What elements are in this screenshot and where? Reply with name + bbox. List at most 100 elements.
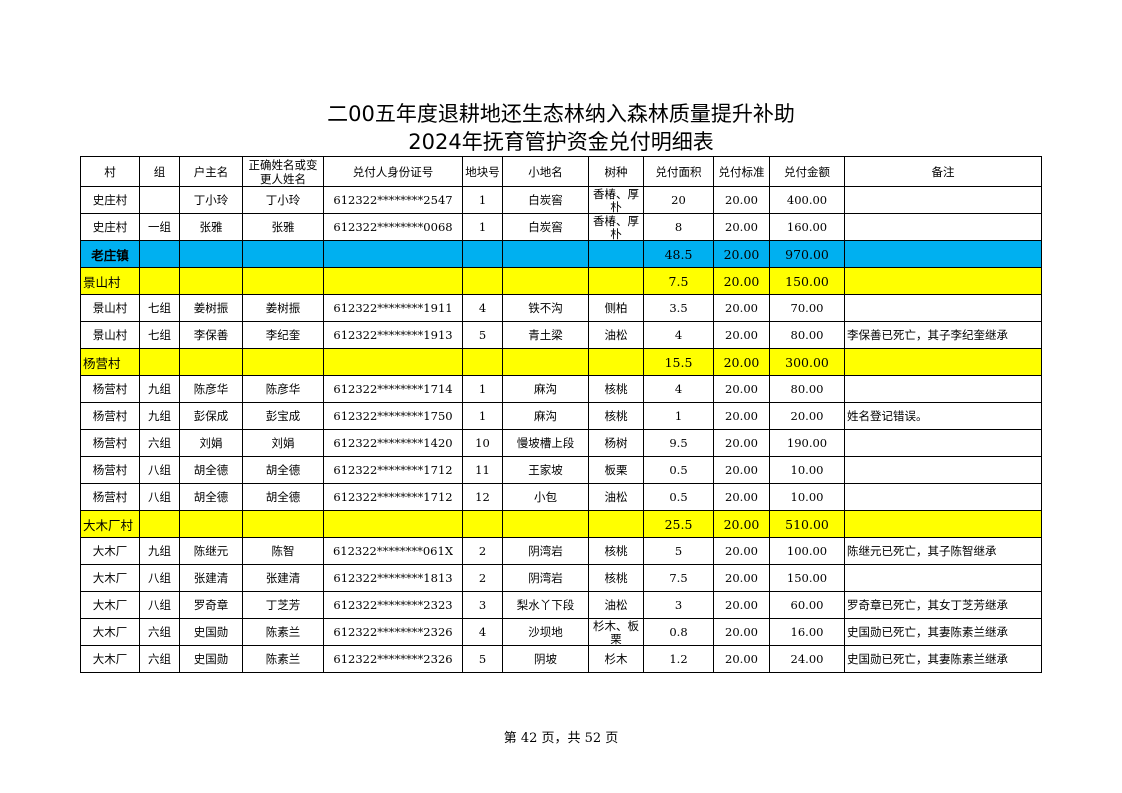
document-title-line2: 2024年抚育管护资金兑付明细表 <box>408 130 714 154</box>
cell-area: 4 <box>643 375 714 403</box>
cell-village: 景山村 <box>80 294 140 322</box>
cell-place-name: 沙坝地 <box>502 618 589 646</box>
cell-group <box>139 510 180 538</box>
cell-plot-number: 12 <box>462 483 503 511</box>
cell-id-number: 612322********1913 <box>323 321 463 349</box>
cell-id-number: 612322********1712 <box>323 483 463 511</box>
cell-place-name: 白炭窖 <box>502 186 589 214</box>
cell-area: 8 <box>643 213 714 241</box>
cell-household-head: 陈彦华 <box>179 375 243 403</box>
cell-tree-species: 油松 <box>588 483 644 511</box>
cell-household-head: 胡全德 <box>179 483 243 511</box>
cell-area: 3.5 <box>643 294 714 322</box>
table-row: 杨营村 八组 胡全德 胡全德 612322********1712 12 小包 油松 0.5 20… <box>80 483 1042 511</box>
cell-correct-name: 姜树振 <box>242 294 324 322</box>
cell-group: 九组 <box>139 402 180 430</box>
cell-id-number: 612322********2547 <box>323 186 463 214</box>
cell-tree-species: 板栗 <box>588 456 644 484</box>
document-title-line1: 二00五年度退耕地还生态林纳入森林质量提升补助 <box>327 102 795 126</box>
cell-area: 1.2 <box>643 645 714 673</box>
cell-correct-name: 陈素兰 <box>242 645 324 673</box>
cell-place-name: 王家坡 <box>502 456 589 484</box>
cell-correct-name <box>242 510 324 538</box>
cell-village: 杨营村 <box>80 402 140 430</box>
table-row: 大木厂 八组 张建清 张建清 612322********1813 2 阴湾岩 核桃 7.5 20… <box>80 564 1042 592</box>
cell-group: 八组 <box>139 483 180 511</box>
cell-plot-number: 10 <box>462 429 503 457</box>
cell-tree-species: 核桃 <box>588 402 644 430</box>
cell-amount: 16.00 <box>769 618 845 646</box>
table-row: 史庄村 丁小玲 丁小玲 612322********2547 1 白炭窖 香椿、厚朴 20 20… <box>80 186 1042 214</box>
header-plot-number: 地块号 <box>462 156 503 187</box>
cell-standard: 20.00 <box>713 348 770 376</box>
cell-tree-species: 侧柏 <box>588 294 644 322</box>
cell-id-number: 612322********0068 <box>323 213 463 241</box>
cell-id-number: 612322********1750 <box>323 402 463 430</box>
cell-standard: 20.00 <box>713 537 770 565</box>
cell-area: 7.5 <box>643 564 714 592</box>
cell-remarks <box>844 240 1042 268</box>
cell-amount: 10.00 <box>769 483 845 511</box>
cell-plot-number <box>462 267 503 295</box>
cell-amount: 20.00 <box>769 402 845 430</box>
cell-remarks: 李保善已死亡，其子李纪奎继承 <box>844 321 1042 349</box>
cell-area: 5 <box>643 537 714 565</box>
cell-correct-name: 李纪奎 <box>242 321 324 349</box>
cell-correct-name: 胡全德 <box>242 483 324 511</box>
cell-village: 杨营村 <box>80 375 140 403</box>
cell-remarks <box>844 186 1042 214</box>
cell-standard: 20.00 <box>713 483 770 511</box>
cell-place-name: 阴湾岩 <box>502 564 589 592</box>
cell-plot-number: 1 <box>462 402 503 430</box>
cell-plot-number: 5 <box>462 321 503 349</box>
cell-id-number: 612322********2326 <box>323 618 463 646</box>
cell-village: 老庄镇 <box>80 240 140 268</box>
cell-correct-name <box>242 348 324 376</box>
cell-id-number <box>323 510 463 538</box>
header-village: 村 <box>80 156 140 187</box>
cell-household-head <box>179 240 243 268</box>
cell-amount: 190.00 <box>769 429 845 457</box>
cell-remarks <box>844 375 1042 403</box>
cell-id-number: 612322********2326 <box>323 645 463 673</box>
cell-remarks: 陈继元已死亡，其子陈智继承 <box>844 537 1042 565</box>
cell-amount: 970.00 <box>769 240 845 268</box>
cell-standard: 20.00 <box>713 591 770 619</box>
cell-village: 杨营村 <box>80 429 140 457</box>
cell-place-name <box>502 267 589 295</box>
cell-id-number: 612322********1420 <box>323 429 463 457</box>
cell-standard: 20.00 <box>713 294 770 322</box>
cell-place-name: 白炭窖 <box>502 213 589 241</box>
village-subtotal-row: 杨营村 15.5 20.00 300.00 <box>80 348 1042 376</box>
cell-group: 八组 <box>139 564 180 592</box>
cell-standard: 20.00 <box>713 618 770 646</box>
table-row: 史庄村 一组 张雅 张雅 612322********0068 1 白炭窖 香椿、厚朴 8 20.… <box>80 213 1042 241</box>
cell-area: 0.5 <box>643 483 714 511</box>
cell-standard: 20.00 <box>713 402 770 430</box>
cell-household-head: 胡全德 <box>179 456 243 484</box>
cell-standard: 20.00 <box>713 186 770 214</box>
cell-place-name: 慢坡槽上段 <box>502 429 589 457</box>
cell-village: 杨营村 <box>80 348 140 376</box>
cell-village: 大木厂 <box>80 618 140 646</box>
cell-standard: 20.00 <box>713 429 770 457</box>
cell-place-name: 梨水丫下段 <box>502 591 589 619</box>
cell-id-number <box>323 348 463 376</box>
cell-place-name <box>502 240 589 268</box>
cell-amount: 300.00 <box>769 348 845 376</box>
cell-correct-name: 陈彦华 <box>242 375 324 403</box>
cell-area: 7.5 <box>643 267 714 295</box>
cell-place-name: 青土梁 <box>502 321 589 349</box>
cell-tree-species <box>588 240 644 268</box>
cell-group <box>139 186 180 214</box>
cell-correct-name: 彭宝成 <box>242 402 324 430</box>
header-amount: 兑付金额 <box>769 156 845 187</box>
cell-id-number: 612322********1911 <box>323 294 463 322</box>
payment-detail-table: 村组户主名 正确姓名或变更人姓名 兑付人身份证号 地块号 小地名 树种 兑付面积 兑付标准 兑付… <box>80 156 1042 673</box>
cell-remarks <box>844 267 1042 295</box>
header-id-number: 兑付人身份证号 <box>323 156 463 187</box>
header-area: 兑付面积 <box>643 156 714 187</box>
cell-group: 一组 <box>139 213 180 241</box>
cell-household-head: 姜树振 <box>179 294 243 322</box>
cell-tree-species: 核桃 <box>588 375 644 403</box>
